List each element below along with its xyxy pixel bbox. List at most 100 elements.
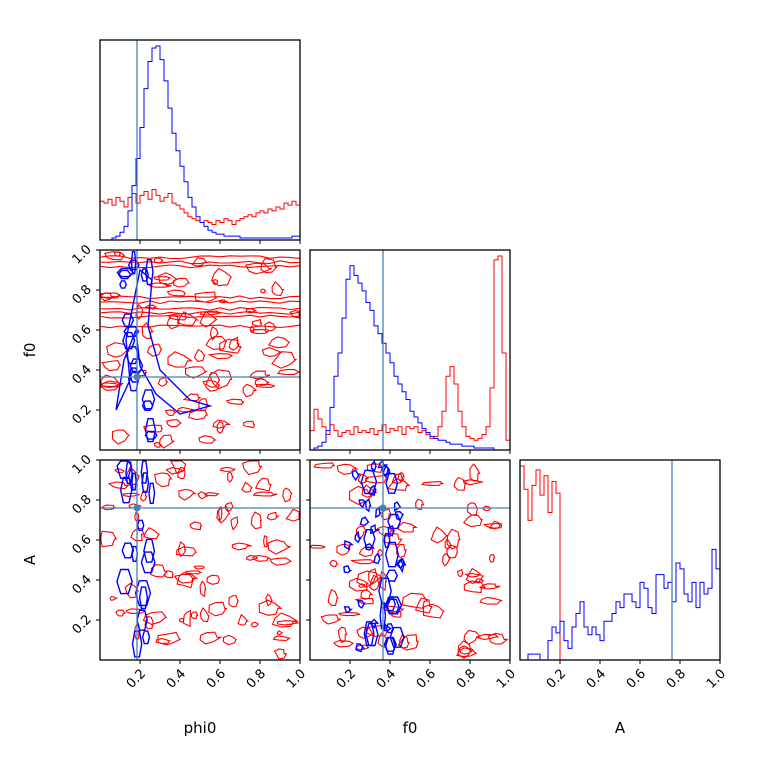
contour-red xyxy=(202,379,221,392)
y-axis-label-f0: f0 xyxy=(21,343,39,358)
contour-blue xyxy=(368,484,377,497)
contour-red xyxy=(282,487,293,503)
contour-red-band xyxy=(100,264,301,269)
truth-point xyxy=(133,504,141,512)
contour-blue xyxy=(381,464,391,478)
contour-blue xyxy=(394,510,405,522)
y-tick-label-f0: 0.6 xyxy=(70,322,95,347)
contour-red xyxy=(190,611,199,620)
contour-red xyxy=(100,292,116,302)
contour-red xyxy=(206,574,221,585)
contour-red xyxy=(254,477,272,492)
contour-red xyxy=(376,525,396,538)
contour-red xyxy=(391,610,402,618)
contour-red xyxy=(269,557,292,566)
contour-blue xyxy=(375,506,382,519)
panel-frame-A-A xyxy=(519,459,721,661)
contour-blue xyxy=(355,643,366,653)
panel-frame-f0-A xyxy=(309,459,511,661)
contour-blue xyxy=(119,280,127,289)
contour-red xyxy=(358,546,374,558)
contour-red xyxy=(207,353,233,360)
contour-blue xyxy=(383,636,397,652)
contour-red xyxy=(245,262,272,275)
y-tick-label-A: 1.0 xyxy=(70,452,95,477)
contour-red xyxy=(166,289,186,297)
x-tick-label-f0: 1.0 xyxy=(494,666,519,691)
contour-red xyxy=(103,251,126,261)
contour-red xyxy=(264,321,278,332)
contour-red xyxy=(355,525,368,540)
contour-red-band xyxy=(100,300,301,305)
contour-red xyxy=(199,310,222,316)
contour-red xyxy=(157,272,179,286)
contour-red xyxy=(146,343,163,357)
contour-blue xyxy=(364,542,376,551)
contour-red-band xyxy=(101,306,301,311)
contour-blue xyxy=(373,552,381,565)
contour-red xyxy=(169,460,187,474)
contour-blue xyxy=(141,472,150,493)
x-tick-label-phi0: 0.2 xyxy=(124,666,149,691)
y-tick-label-f0: 0.4 xyxy=(70,362,95,387)
contour-red-band xyxy=(101,260,301,265)
contour-red xyxy=(489,520,502,530)
contour-red xyxy=(199,631,223,645)
contour-red xyxy=(101,360,122,372)
contour-red xyxy=(166,314,181,330)
contour-red xyxy=(139,490,148,502)
contour-blue xyxy=(389,626,405,648)
contour-red xyxy=(154,472,173,488)
contour-blue xyxy=(141,630,151,645)
contour-blue xyxy=(121,542,135,559)
x-tick-label-A: 0.2 xyxy=(544,666,569,691)
contour-red xyxy=(391,473,405,484)
contour-red xyxy=(224,502,234,512)
contour-red xyxy=(462,479,483,486)
contour-red xyxy=(327,589,339,606)
contour-red xyxy=(211,267,233,287)
contour-red xyxy=(285,508,300,522)
panel-frame-phi0-phi0 xyxy=(99,39,301,241)
x-axis-label-A: A xyxy=(615,719,626,737)
contour-blue xyxy=(131,472,137,491)
contour-red xyxy=(219,338,242,354)
contour-blue xyxy=(131,630,143,658)
panel-frame-phi0-A xyxy=(99,459,301,661)
contour-red xyxy=(100,292,121,299)
contour-red xyxy=(178,488,197,501)
x-tick-label-f0: 0.2 xyxy=(334,666,359,691)
contour-blue xyxy=(131,545,139,562)
contour-red xyxy=(216,506,231,524)
contour-blue xyxy=(119,476,133,504)
contour-red xyxy=(193,348,206,363)
contour-red xyxy=(273,648,288,660)
contour-red xyxy=(456,647,477,658)
contour-red xyxy=(378,570,388,592)
contour-blue xyxy=(127,367,140,392)
contour-blue xyxy=(148,482,156,504)
panel-frames-layer xyxy=(99,39,721,661)
contour-red xyxy=(216,421,225,435)
contour-red xyxy=(143,304,158,310)
contour-red-band xyxy=(100,310,301,315)
contour-red xyxy=(155,638,171,644)
contour-red xyxy=(212,419,232,429)
contour-blue xyxy=(393,501,402,512)
contour-red xyxy=(365,474,389,484)
contour-red xyxy=(252,319,263,327)
contour-blue xyxy=(116,460,133,479)
contour-red xyxy=(231,542,252,551)
contour-blue xyxy=(143,538,156,563)
contour-blue xyxy=(138,586,149,610)
contour-red xyxy=(182,393,202,402)
contour-red xyxy=(100,382,120,387)
y-tick-label-A: 0.8 xyxy=(70,492,95,517)
contour-red xyxy=(360,589,374,600)
contour-red xyxy=(194,291,219,303)
contour-blue xyxy=(141,400,154,411)
contour-red xyxy=(398,634,410,649)
contour-red xyxy=(167,351,194,368)
contour-red xyxy=(430,526,449,544)
contour-blue xyxy=(364,498,372,513)
